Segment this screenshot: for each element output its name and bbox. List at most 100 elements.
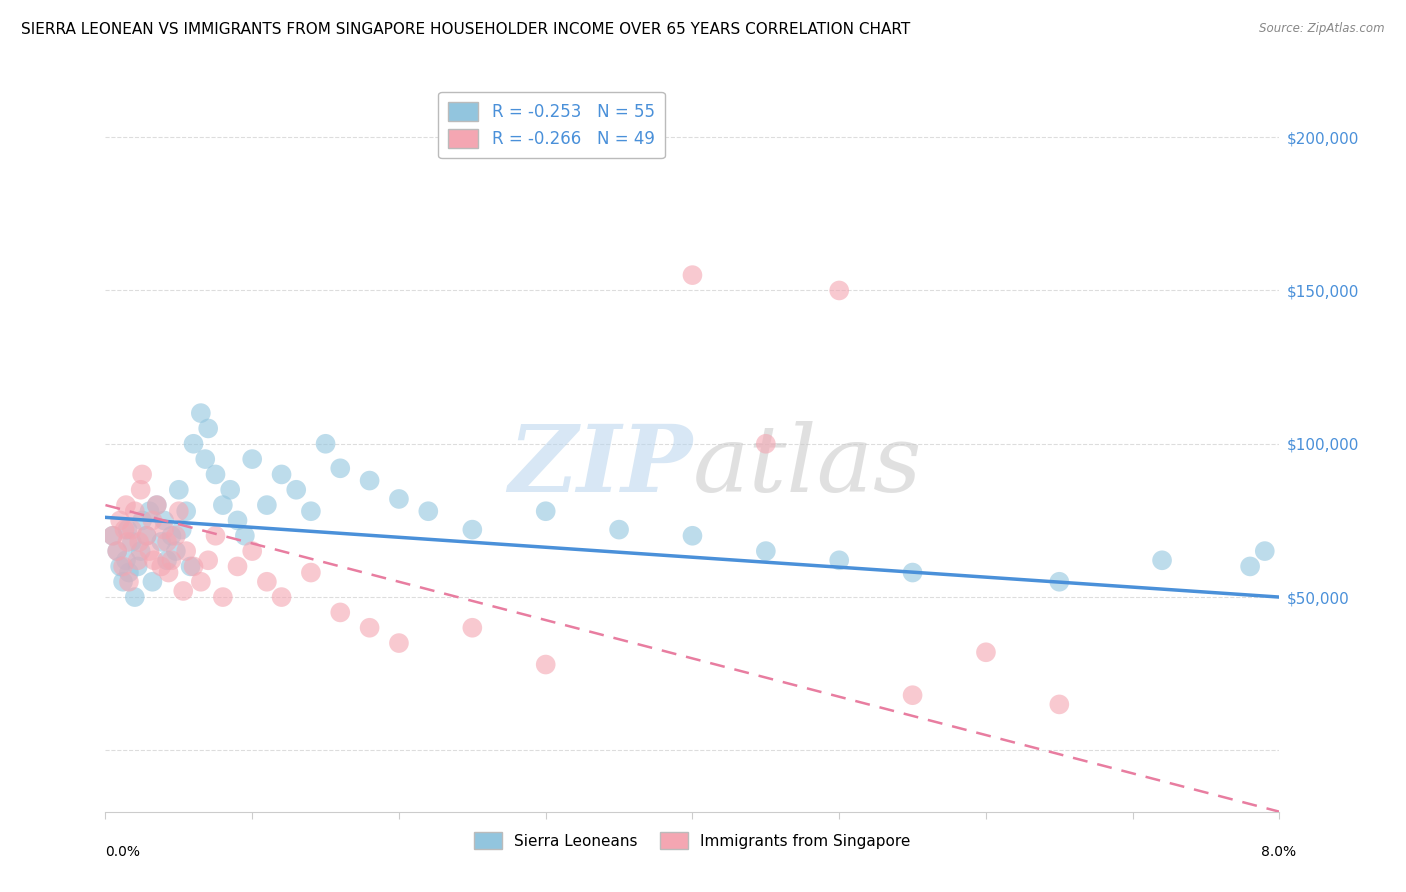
Point	[1150, 553, 1173, 567]
Point	[240, 452, 263, 467]
Point	[901, 566, 924, 580]
Point	[461, 621, 484, 635]
Point	[165, 529, 187, 543]
Point	[270, 467, 292, 482]
Point	[128, 534, 150, 549]
Point	[828, 284, 851, 298]
Point	[461, 523, 484, 537]
Point	[901, 688, 924, 702]
Point	[160, 529, 183, 543]
Point	[165, 544, 187, 558]
Point	[388, 636, 411, 650]
Legend: Sierra Leoneans, Immigrants from Singapore: Sierra Leoneans, Immigrants from Singapo…	[468, 826, 917, 855]
Point	[115, 498, 138, 512]
Point	[534, 657, 557, 672]
Point	[108, 513, 131, 527]
Point	[138, 504, 160, 518]
Point	[150, 534, 173, 549]
Point	[197, 553, 219, 567]
Point	[190, 406, 212, 420]
Point	[124, 590, 146, 604]
Text: Source: ZipAtlas.com: Source: ZipAtlas.com	[1260, 22, 1385, 36]
Point	[138, 544, 160, 558]
Point	[1254, 544, 1277, 558]
Text: 8.0%: 8.0%	[1261, 846, 1296, 859]
Point	[112, 559, 135, 574]
Point	[115, 553, 138, 567]
Point	[170, 523, 193, 537]
Point	[183, 436, 205, 450]
Point	[157, 566, 180, 580]
Point	[101, 529, 124, 543]
Point	[121, 523, 143, 537]
Point	[359, 474, 381, 488]
Point	[256, 498, 278, 512]
Point	[127, 553, 149, 567]
Text: 0.0%: 0.0%	[105, 846, 141, 859]
Text: ZIP: ZIP	[508, 421, 693, 511]
Point	[174, 504, 197, 518]
Point	[828, 553, 851, 567]
Point	[1239, 559, 1261, 574]
Point	[315, 436, 337, 450]
Point	[299, 504, 322, 518]
Point	[112, 574, 135, 589]
Point	[388, 491, 411, 506]
Point	[682, 529, 704, 543]
Point	[1047, 574, 1070, 589]
Point	[167, 504, 190, 518]
Point	[135, 529, 157, 543]
Point	[418, 504, 440, 518]
Point	[183, 559, 205, 574]
Point	[167, 483, 190, 497]
Point	[204, 467, 226, 482]
Point	[204, 529, 226, 543]
Point	[141, 513, 163, 527]
Point	[190, 574, 212, 589]
Point	[129, 483, 152, 497]
Point	[194, 452, 217, 467]
Point	[197, 421, 219, 435]
Point	[105, 544, 128, 558]
Point	[682, 268, 704, 282]
Point	[117, 523, 139, 537]
Point	[127, 559, 149, 574]
Point	[226, 513, 249, 527]
Point	[121, 534, 143, 549]
Point	[153, 513, 176, 527]
Point	[755, 436, 778, 450]
Point	[141, 574, 163, 589]
Point	[142, 553, 165, 567]
Point	[146, 498, 169, 512]
Point	[146, 498, 169, 512]
Text: atlas: atlas	[693, 421, 922, 511]
Point	[607, 523, 630, 537]
Point	[156, 534, 179, 549]
Point	[226, 559, 249, 574]
Point	[117, 534, 139, 549]
Point	[174, 544, 197, 558]
Point	[118, 574, 141, 589]
Point	[299, 566, 322, 580]
Point	[131, 467, 153, 482]
Point	[118, 566, 141, 580]
Point	[114, 523, 136, 537]
Text: SIERRA LEONEAN VS IMMIGRANTS FROM SINGAPORE HOUSEHOLDER INCOME OVER 65 YEARS COR: SIERRA LEONEAN VS IMMIGRANTS FROM SINGAP…	[21, 22, 910, 37]
Point	[172, 583, 194, 598]
Point	[285, 483, 308, 497]
Point	[359, 621, 381, 635]
Point	[156, 553, 179, 567]
Point	[124, 504, 146, 518]
Point	[1047, 698, 1070, 712]
Point	[755, 544, 778, 558]
Point	[211, 590, 233, 604]
Point	[270, 590, 292, 604]
Point	[108, 559, 131, 574]
Point	[150, 559, 173, 574]
Point	[219, 483, 242, 497]
Point	[211, 498, 233, 512]
Point	[974, 645, 997, 659]
Point	[131, 513, 153, 527]
Point	[233, 529, 256, 543]
Point	[135, 529, 157, 543]
